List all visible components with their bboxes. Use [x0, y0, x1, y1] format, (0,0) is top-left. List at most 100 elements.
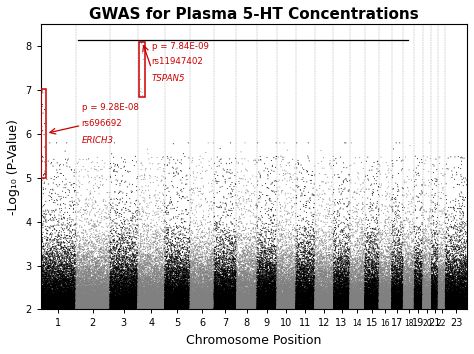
- Point: [60, 306, 68, 312]
- Point: [67, 295, 74, 301]
- Point: [236, 287, 244, 293]
- Point: [125, 303, 132, 309]
- Point: [376, 303, 384, 309]
- Point: [176, 257, 184, 263]
- Point: [91, 263, 99, 269]
- Point: [240, 282, 248, 287]
- Point: [178, 304, 185, 309]
- Point: [258, 289, 265, 295]
- Point: [431, 301, 439, 306]
- Point: [202, 298, 210, 304]
- Point: [362, 304, 369, 309]
- Point: [421, 217, 428, 222]
- Point: [460, 288, 467, 294]
- Point: [224, 286, 232, 292]
- Point: [148, 302, 155, 307]
- Point: [452, 303, 460, 309]
- Point: [439, 276, 447, 282]
- Point: [288, 295, 295, 301]
- Point: [263, 280, 271, 286]
- Point: [338, 302, 346, 308]
- Point: [69, 266, 77, 271]
- Point: [405, 282, 412, 287]
- Point: [262, 288, 270, 294]
- Point: [108, 298, 116, 303]
- Point: [120, 303, 128, 308]
- Point: [83, 234, 91, 240]
- Point: [72, 301, 79, 307]
- Point: [356, 282, 363, 288]
- Point: [348, 299, 356, 304]
- Point: [342, 299, 349, 305]
- Point: [180, 299, 187, 305]
- Point: [259, 286, 267, 291]
- Point: [424, 238, 432, 243]
- Point: [117, 280, 125, 285]
- Point: [183, 292, 191, 298]
- Point: [257, 240, 264, 246]
- Point: [363, 305, 371, 310]
- Point: [462, 290, 469, 296]
- Point: [301, 223, 308, 229]
- Point: [132, 259, 140, 264]
- Point: [242, 261, 250, 266]
- Point: [97, 299, 105, 304]
- Point: [392, 298, 400, 304]
- Point: [404, 266, 411, 272]
- Point: [358, 257, 365, 263]
- Point: [356, 292, 363, 298]
- Point: [338, 298, 346, 303]
- Point: [401, 249, 409, 254]
- Point: [310, 306, 317, 311]
- Point: [40, 284, 48, 290]
- Point: [193, 302, 201, 308]
- Point: [356, 290, 364, 295]
- Point: [347, 294, 355, 299]
- Point: [102, 296, 110, 302]
- Point: [105, 233, 113, 239]
- Point: [444, 296, 452, 302]
- Point: [186, 297, 194, 303]
- Point: [222, 292, 230, 298]
- Point: [238, 304, 246, 310]
- Point: [300, 250, 307, 256]
- Point: [140, 263, 147, 269]
- Point: [170, 298, 178, 303]
- Point: [415, 252, 423, 258]
- Point: [131, 257, 138, 263]
- Point: [175, 298, 182, 303]
- Point: [246, 291, 253, 297]
- Point: [445, 290, 452, 295]
- Point: [322, 277, 329, 283]
- Point: [123, 269, 130, 274]
- Point: [358, 275, 366, 280]
- Point: [438, 301, 446, 307]
- Point: [282, 171, 290, 176]
- Point: [382, 303, 390, 308]
- Point: [228, 273, 235, 279]
- Point: [339, 303, 346, 309]
- Point: [355, 306, 362, 312]
- Point: [269, 257, 277, 262]
- Point: [132, 299, 139, 305]
- Point: [259, 295, 267, 301]
- Point: [110, 267, 118, 273]
- Point: [297, 272, 305, 277]
- Point: [239, 262, 247, 268]
- Point: [246, 283, 254, 289]
- Point: [222, 304, 229, 309]
- Point: [195, 286, 202, 292]
- Point: [413, 304, 420, 309]
- Point: [212, 306, 220, 312]
- Point: [287, 287, 295, 292]
- Point: [447, 268, 455, 273]
- Point: [384, 260, 392, 266]
- Point: [294, 289, 301, 295]
- Point: [107, 293, 114, 299]
- Point: [166, 280, 174, 286]
- Point: [325, 253, 332, 258]
- Point: [299, 261, 306, 267]
- Point: [426, 287, 434, 292]
- Point: [59, 304, 66, 310]
- Point: [462, 296, 469, 302]
